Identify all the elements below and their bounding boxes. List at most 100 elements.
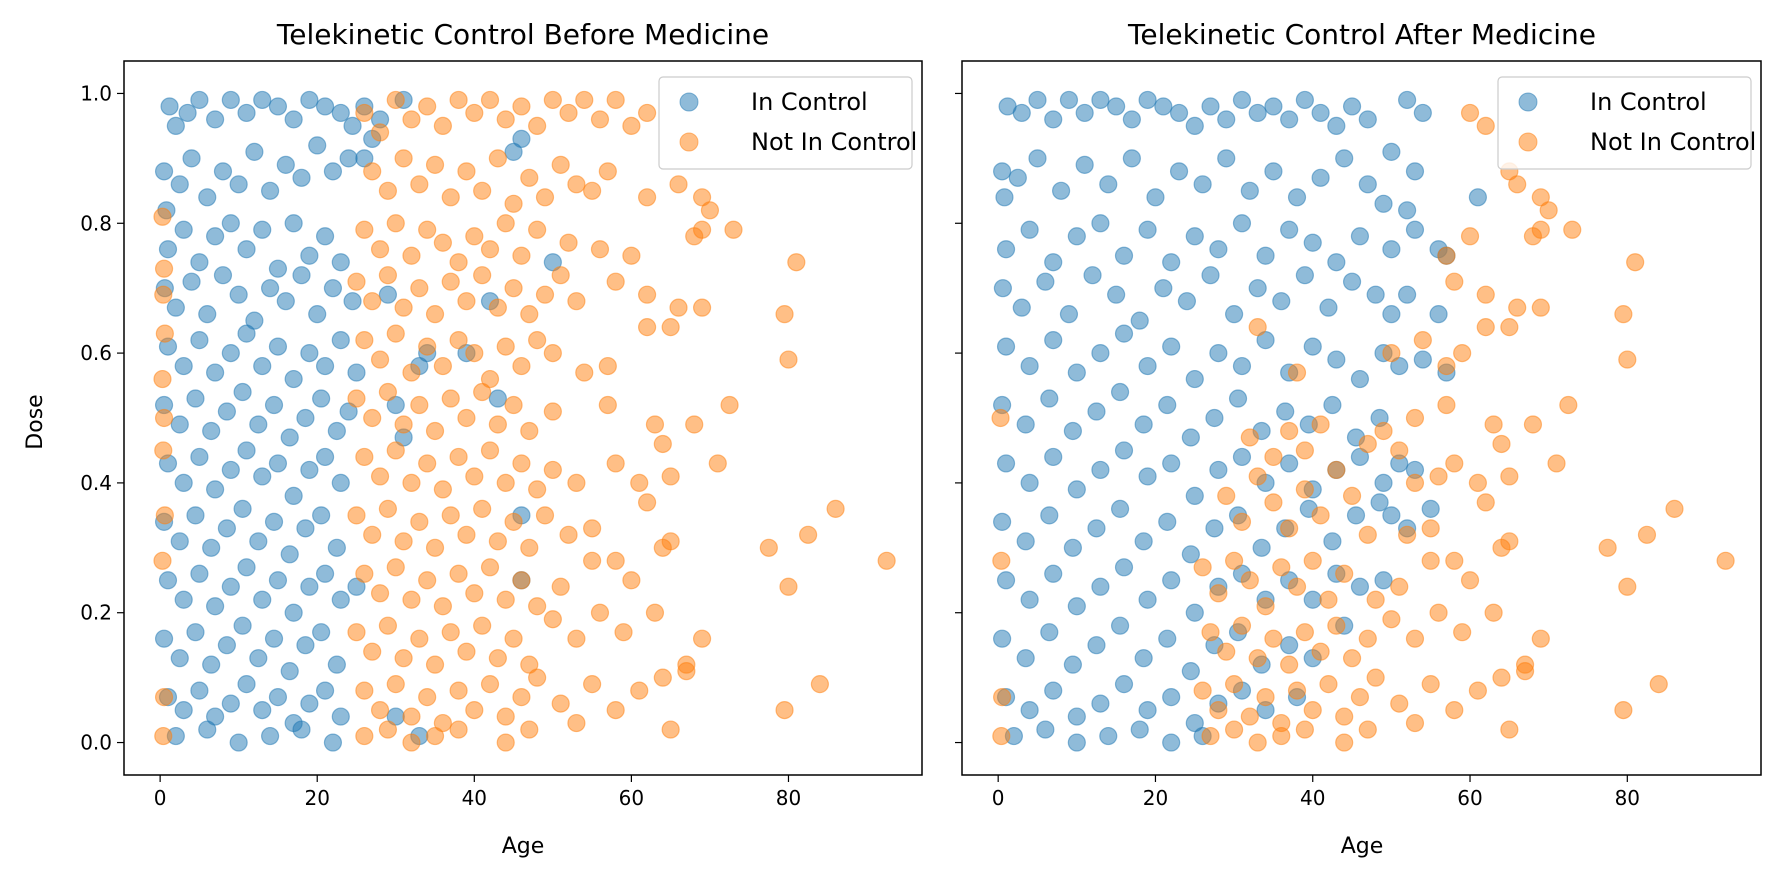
data-point-not-in-control [1429, 467, 1448, 486]
data-point-in-control [1232, 447, 1252, 467]
data-point-not-in-control [1225, 720, 1244, 739]
legend-box [1497, 76, 1752, 170]
data-point-in-control [331, 253, 350, 272]
x-tick-label: 80 [1615, 786, 1640, 810]
data-point-not-in-control [1649, 675, 1668, 694]
data-point-not-in-control [425, 655, 445, 674]
data-point-not-in-control [543, 90, 562, 110]
data-point-in-control [1162, 253, 1181, 272]
legend-marker-not-in-control [1518, 132, 1538, 152]
x-axis-label: Age [1341, 834, 1384, 859]
data-point-in-control [174, 220, 193, 239]
data-point-not-in-control [441, 188, 460, 207]
data-point-not-in-control [418, 337, 437, 356]
data-point-not-in-control [661, 467, 680, 486]
data-point-in-control [198, 305, 217, 324]
data-point-in-control [1063, 538, 1082, 557]
data-point-in-control [1020, 700, 1039, 720]
data-point-not-in-control [598, 395, 617, 415]
data-point-not-in-control [1319, 590, 1338, 609]
data-point-in-control [186, 389, 205, 408]
data-point-not-in-control [457, 292, 476, 311]
data-point-not-in-control [1476, 116, 1495, 136]
data-point-in-control [1067, 480, 1086, 499]
data-point-in-control [300, 577, 319, 596]
data-point-in-control [1067, 227, 1086, 246]
data-point-not-in-control [504, 629, 523, 648]
data-point-not-in-control [1614, 305, 1633, 324]
data-point-not-in-control [1437, 395, 1456, 415]
data-point-not-in-control [465, 343, 484, 363]
data-point-in-control [1091, 214, 1110, 233]
data-point-not-in-control [433, 356, 452, 376]
data-point-not-in-control [425, 305, 445, 324]
data-point-in-control [1374, 571, 1393, 590]
data-point-in-control [1303, 337, 1322, 356]
data-point-not-in-control [1327, 616, 1346, 635]
data-point-not-in-control [410, 395, 429, 415]
data-point-not-in-control [465, 700, 484, 720]
data-point-in-control [186, 506, 205, 525]
data-point-not-in-control [418, 97, 437, 116]
data-point-not-in-control [1716, 551, 1735, 570]
data-point-not-in-control [567, 292, 586, 311]
data-point-not-in-control [692, 220, 712, 239]
data-point-not-in-control [402, 590, 421, 609]
data-point-in-control [327, 538, 346, 557]
data-point-not-in-control [1272, 558, 1291, 577]
data-point-not-in-control [520, 421, 539, 441]
data-point-in-control [339, 149, 358, 168]
chart-title: Telekinetic Control Before Medicine [276, 18, 769, 51]
data-point-not-in-control [386, 675, 405, 694]
data-point-in-control [1228, 389, 1248, 408]
data-point-not-in-control [1225, 675, 1244, 694]
data-point-not-in-control [1319, 675, 1338, 694]
data-point-in-control [229, 733, 248, 752]
data-point-not-in-control [637, 285, 657, 304]
data-point-in-control [1107, 285, 1126, 304]
data-point-not-in-control [1500, 720, 1519, 739]
data-point-not-in-control [598, 162, 617, 181]
data-point-not-in-control [1563, 220, 1582, 239]
data-point-in-control [1232, 90, 1252, 110]
data-point-not-in-control [1240, 707, 1259, 726]
data-point-in-control [312, 506, 331, 525]
data-point-not-in-control [496, 214, 515, 233]
data-point-in-control [996, 454, 1016, 473]
data-point-not-in-control [378, 266, 398, 285]
data-point-in-control [280, 545, 299, 564]
data-point-not-in-control [583, 181, 602, 200]
data-point-in-control [1177, 292, 1197, 311]
data-point-not-in-control [473, 499, 492, 518]
data-point-not-in-control [543, 460, 562, 480]
data-point-not-in-control [543, 610, 562, 629]
data-point-not-in-control [1398, 525, 1417, 544]
data-point-in-control [1067, 597, 1086, 616]
data-point-not-in-control [402, 246, 421, 265]
data-point-not-in-control [465, 103, 484, 123]
data-point-not-in-control [1598, 538, 1617, 557]
data-point-not-in-control [433, 233, 452, 252]
data-point-not-in-control [622, 246, 641, 265]
data-point-in-control [1020, 473, 1039, 493]
data-point-not-in-control [559, 103, 578, 123]
data-point-in-control [221, 343, 240, 363]
data-point-not-in-control [512, 688, 531, 707]
data-point-in-control [1335, 149, 1354, 168]
data-point-in-control [1276, 402, 1295, 421]
data-point-not-in-control [1468, 473, 1487, 493]
data-point-in-control [268, 454, 288, 473]
data-point-not-in-control [378, 616, 398, 635]
data-point-in-control [1205, 408, 1224, 428]
data-point-in-control [237, 441, 256, 460]
data-point-in-control [1327, 116, 1346, 136]
data-point-in-control [1382, 305, 1401, 324]
data-point-not-in-control [394, 298, 413, 317]
data-point-in-control [1146, 188, 1165, 207]
data-point-in-control [1193, 175, 1212, 194]
data-point-not-in-control [1539, 201, 1558, 220]
data-point-in-control [1162, 733, 1181, 752]
data-point-not-in-control [402, 110, 421, 129]
data-point-not-in-control [1460, 571, 1480, 590]
data-point-not-in-control [473, 616, 492, 635]
